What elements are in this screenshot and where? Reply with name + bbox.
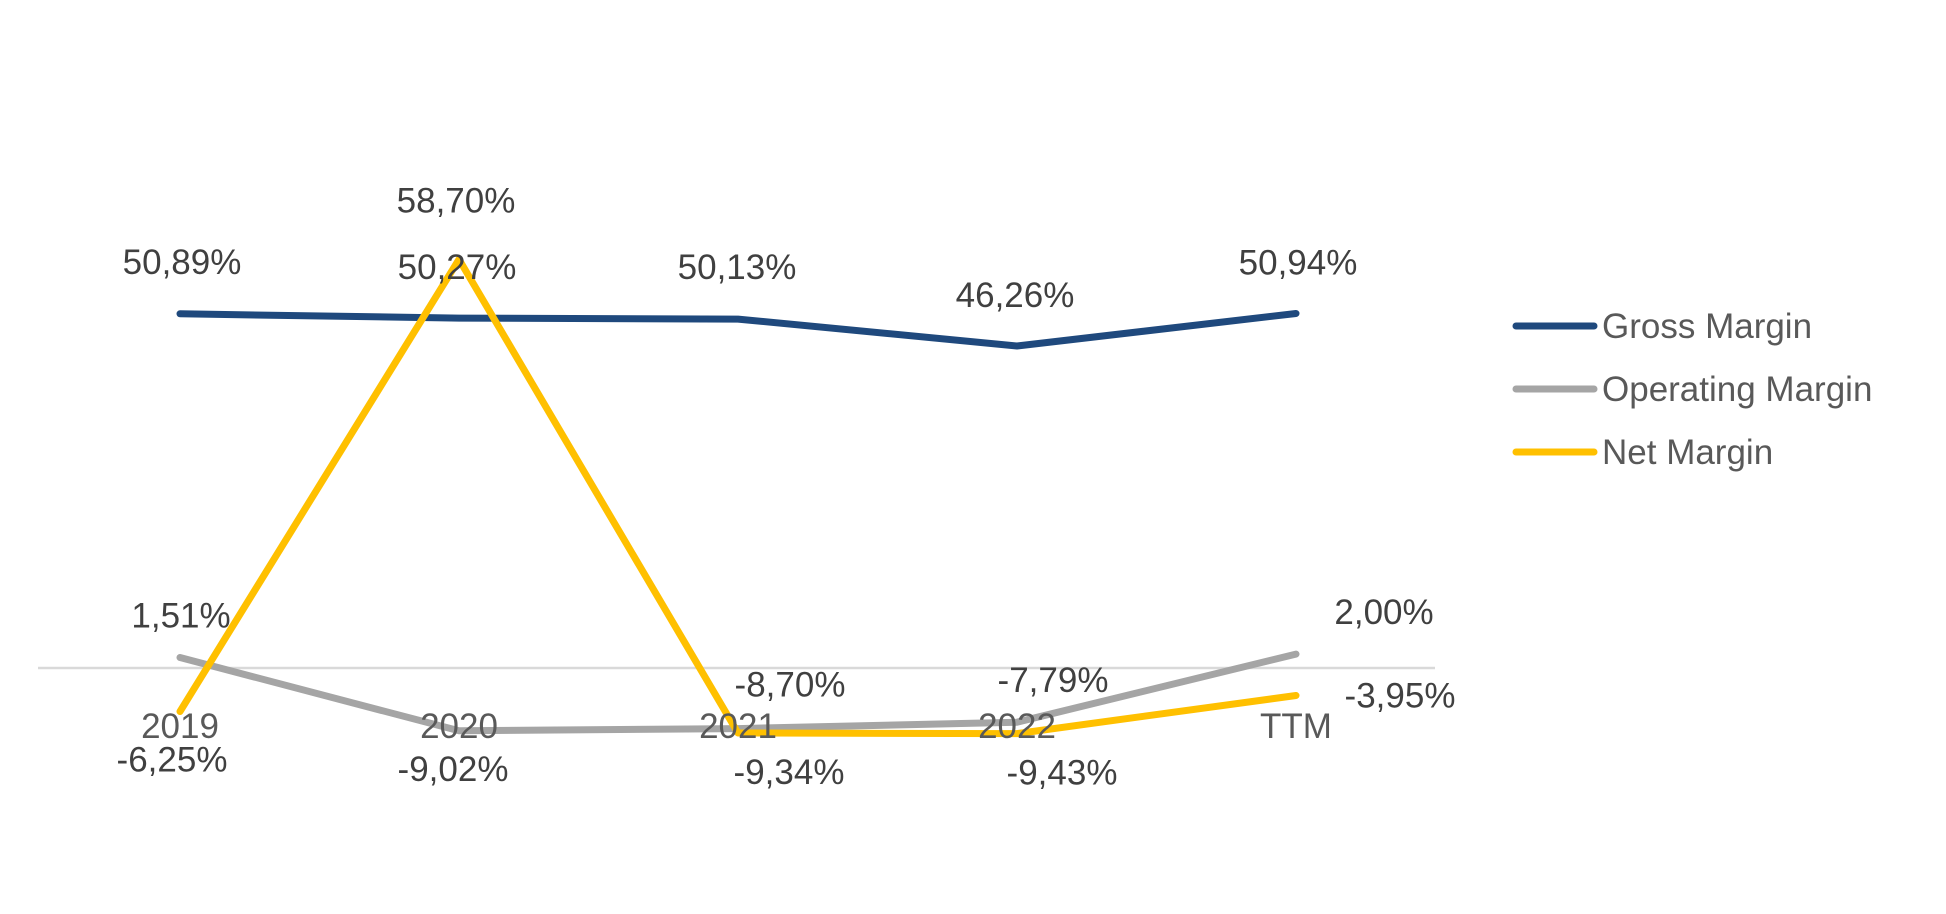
legend-item-net-margin: Net Margin [1512, 433, 1773, 472]
net-margin-line [176, 255, 1300, 738]
gross-margin-data-label: 46,26% [956, 276, 1075, 315]
x-tick-label: 2019 [141, 707, 219, 746]
gross-margin-data-label: 50,27% [398, 248, 517, 287]
gross-margin-data-label: 50,13% [678, 248, 797, 287]
net-margin-data-label: -6,25% [117, 741, 228, 780]
legend-label: Net Margin [1602, 433, 1773, 472]
x-tick-label: 2020 [420, 707, 498, 746]
legend-item-gross-margin: Gross Margin [1512, 307, 1812, 346]
data-labels: 50,89% 50,27% 50,13% 46,26% 50,94% 1,51% -9,02… [117, 181, 1456, 792]
legend-label: Operating Margin [1602, 370, 1872, 409]
x-tick-label: TTM [1260, 707, 1332, 746]
series-lines [176, 255, 1300, 738]
net-margin-data-label: -9,34% [734, 753, 845, 792]
x-tick-label: 2022 [978, 707, 1056, 746]
net-margin-data-label: -9,43% [1007, 754, 1118, 793]
operating-margin-data-label: -9,02% [398, 750, 509, 789]
operating-margin-data-label: 2,00% [1334, 593, 1433, 632]
x-tick-label: 2021 [699, 707, 777, 746]
gross-margin-data-label: 50,89% [123, 243, 242, 282]
operating-margin-data-label: -8,70% [735, 666, 846, 705]
legend-label: Gross Margin [1602, 307, 1812, 346]
operating-margin-data-label: 1,51% [131, 596, 230, 635]
category-labels: 2019 2020 2021 2022 TTM [141, 707, 1332, 746]
net-margin-data-label: -3,95% [1345, 676, 1456, 715]
operating-margin-data-label: -7,79% [998, 661, 1109, 700]
legend: Gross Margin Operating Margin Net Margin [1512, 307, 1872, 472]
gross-margin-data-label: 50,94% [1239, 243, 1358, 282]
gross-margin-line [176, 310, 1300, 350]
legend-item-operating-margin: Operating Margin [1512, 370, 1872, 409]
net-margin-data-label: 58,70% [397, 181, 516, 220]
